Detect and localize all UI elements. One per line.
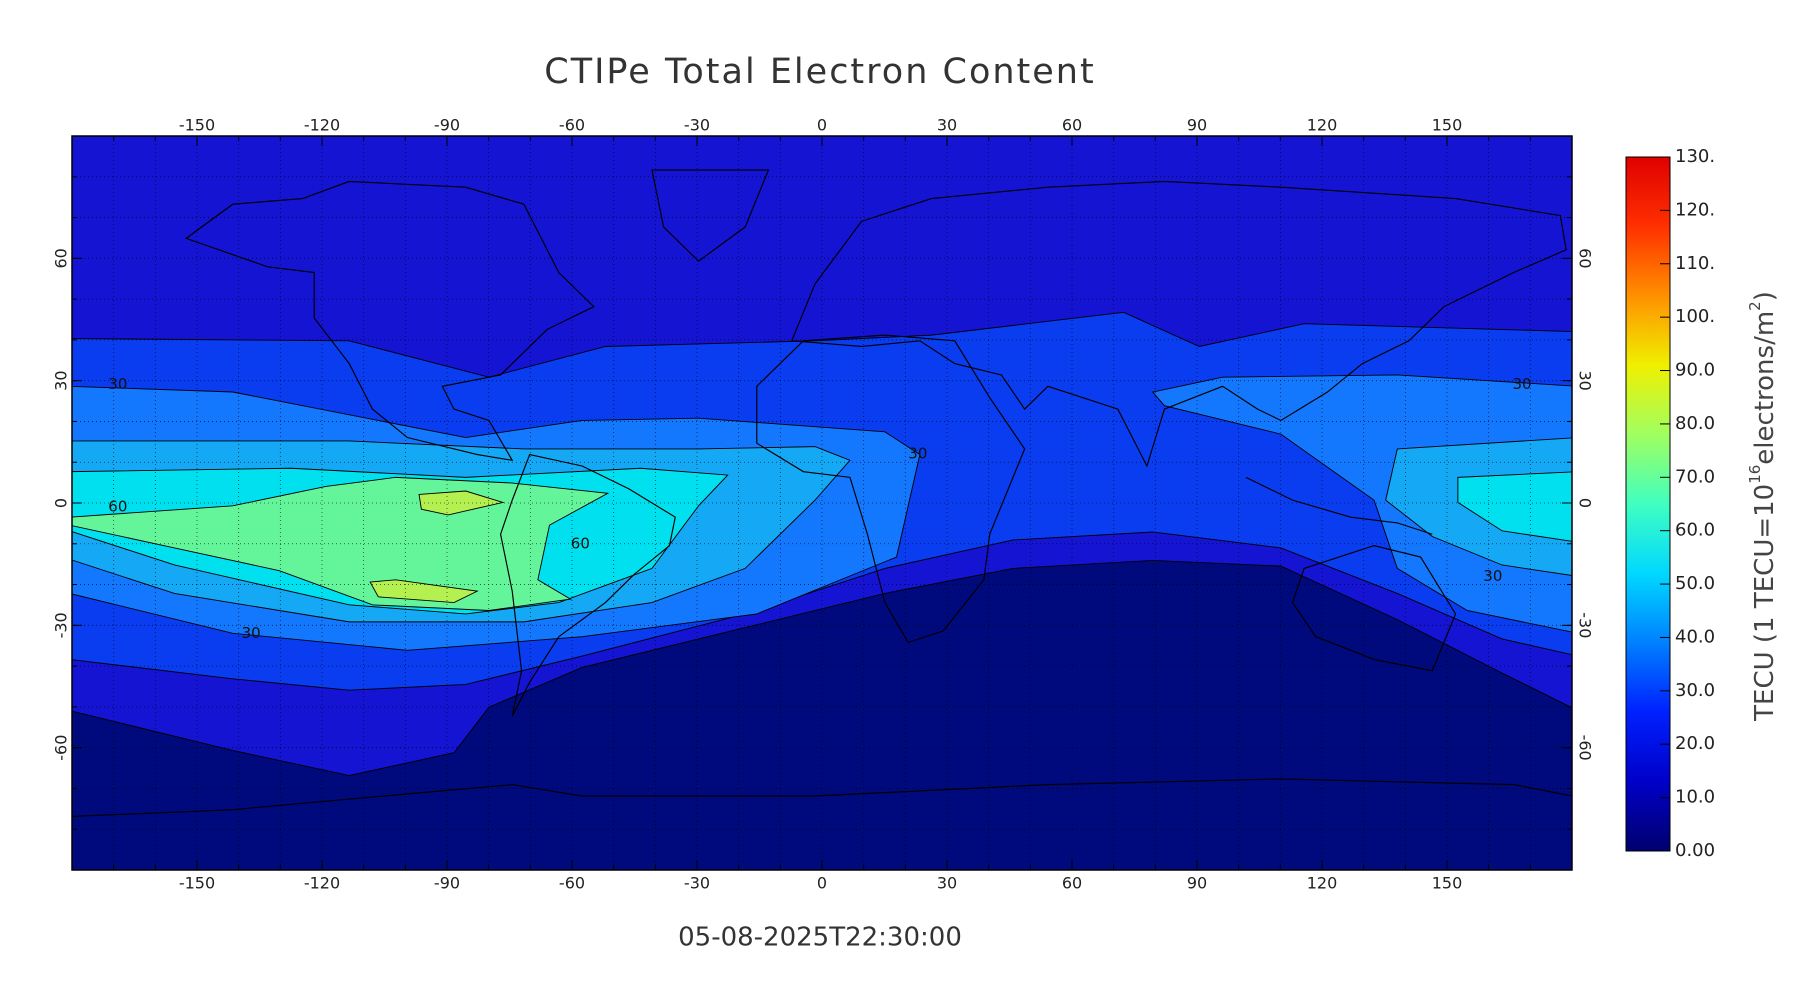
colorbar-label-unit: electrons/m [1750,311,1780,465]
contour-label: 30 [242,624,261,642]
contour-label: 30 [1483,567,1502,585]
y-tick-label: 30 [52,370,71,390]
y-tick-label: 0 [52,498,71,508]
colorbar-tick-label: 10.0 [1675,787,1715,808]
colorbar-tick-label: 130. [1675,146,1715,167]
x-tick-label: -60 [559,874,585,893]
y-tick-label: 60 [1576,248,1595,268]
coastline [72,778,1572,818]
colorbar-tick-label: 100. [1675,306,1715,327]
x-tick-label: -90 [434,874,460,893]
contour-label: 30 [908,445,927,463]
x-tick-label: -30 [684,116,710,135]
x-tick-label: 120 [1307,116,1338,135]
contour-label: 60 [571,534,590,552]
colorbar-label-exponent: 16 [1746,465,1764,484]
colorbar-label-exponent: 2 [1746,301,1764,311]
colorbar-label-text: TECU (1 TECU=10 [1750,484,1780,722]
y-tick-label: -60 [52,735,71,761]
coastline [499,453,676,717]
colorbar [1625,156,1671,852]
x-tick-label: 60 [1062,116,1082,135]
colorbar-tick-label: 120. [1675,199,1715,220]
coastline [184,180,595,462]
x-tick-label: 30 [937,116,957,135]
coastline [651,169,770,262]
colorbar-tick-label: 20.0 [1675,733,1715,754]
colorbar-tick-label: 0.00 [1675,840,1715,861]
y-tick-label: 30 [1576,370,1595,390]
x-tick-label: 0 [817,116,827,135]
x-tick-label: 90 [1187,874,1207,893]
x-tick-label: 60 [1062,874,1082,893]
x-tick-label: 30 [937,874,957,893]
coastline [1291,545,1457,672]
x-tick-label: 90 [1187,116,1207,135]
colorbar-tick-label: 80.0 [1675,413,1715,434]
band-30-40 [1151,374,1572,633]
coastline [756,334,1026,644]
x-tick-label: 150 [1432,874,1463,893]
colorbar-tick-label: 70.0 [1675,466,1715,487]
coastline [790,180,1567,468]
colorbar-tick-label: 30.0 [1675,680,1715,701]
x-tick-label: -150 [179,874,215,893]
band-60-70 [72,476,610,611]
colorbar-label-text: ) [1750,291,1780,301]
colorbar-tick-label: 40.0 [1675,626,1715,647]
y-tick-label: -30 [52,612,71,638]
x-tick-label: -90 [434,116,460,135]
contour-label: 30 [1512,375,1531,393]
colorbar-tick-label: 110. [1675,253,1715,274]
x-tick-label: 150 [1432,116,1463,135]
y-tick-label: 60 [52,248,71,268]
x-tick-label: -120 [304,116,340,135]
colorbar-tick-label: 60.0 [1675,520,1715,541]
map-field [72,136,1572,870]
x-tick-label: -30 [684,874,710,893]
chart-title: CTIPe Total Electron Content [544,52,1095,92]
x-tick-label: 120 [1307,874,1338,893]
band-70-80 [369,579,479,604]
colorbar-tick-label: 50.0 [1675,573,1715,594]
colorbar-label: TECU (1 TECU=1016electrons/m2) [1746,291,1780,722]
colorbar-tick-label: 90.0 [1675,360,1715,381]
x-tick-label: -120 [304,874,340,893]
x-tick-label: -150 [179,116,215,135]
contour-label: 30 [108,375,127,393]
x-tick-label: -60 [559,116,585,135]
y-tick-label: -60 [1576,735,1595,761]
coastline [1245,476,1433,535]
x-tick-label: 0 [817,874,827,893]
y-tick-label: 0 [1576,498,1595,508]
band-50-60 [1457,471,1572,542]
timestamp: 05-08-2025T22:30:00 [678,923,962,953]
contour-label: 60 [108,498,127,516]
y-tick-label: -30 [1576,612,1595,638]
